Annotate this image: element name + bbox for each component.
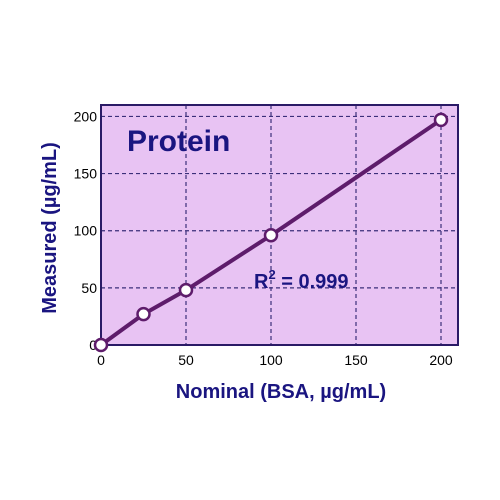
y-tick-label: 200 bbox=[74, 108, 98, 124]
r-exponent: 2 bbox=[268, 267, 275, 282]
data-point bbox=[93, 337, 109, 353]
y-tick-labels: 0 50 100 150 200 bbox=[74, 108, 98, 353]
y-tick-label: 50 bbox=[81, 280, 97, 296]
data-point bbox=[178, 282, 194, 298]
r-label: R bbox=[254, 271, 269, 293]
data-point bbox=[136, 306, 151, 322]
plot-border bbox=[100, 104, 459, 346]
data-point bbox=[263, 228, 279, 243]
x-tick-labels: 0 50 100 150 200 bbox=[97, 352, 453, 368]
x-tick-label: 200 bbox=[429, 352, 453, 368]
x-axis-title: Nominal (BSA, µg/mL) bbox=[176, 381, 386, 403]
data-series bbox=[93, 112, 449, 353]
y-tick-label: 0 bbox=[89, 337, 97, 353]
chart-title: Protein bbox=[127, 125, 230, 158]
grid bbox=[101, 105, 458, 345]
data-point bbox=[433, 112, 449, 128]
y-axis-title: Measured (µg/mL) bbox=[39, 142, 61, 314]
y-tick-label: 150 bbox=[74, 166, 98, 182]
x-tick-label: 150 bbox=[344, 352, 368, 368]
r-squared-annotation: R2 = 0.999 bbox=[254, 267, 349, 293]
x-tick-label: 50 bbox=[178, 352, 194, 368]
y-tick-label: 100 bbox=[74, 223, 98, 239]
x-tick-label: 0 bbox=[97, 352, 105, 368]
x-tick-label: 100 bbox=[259, 352, 283, 368]
r-value: = 0.999 bbox=[276, 271, 349, 293]
